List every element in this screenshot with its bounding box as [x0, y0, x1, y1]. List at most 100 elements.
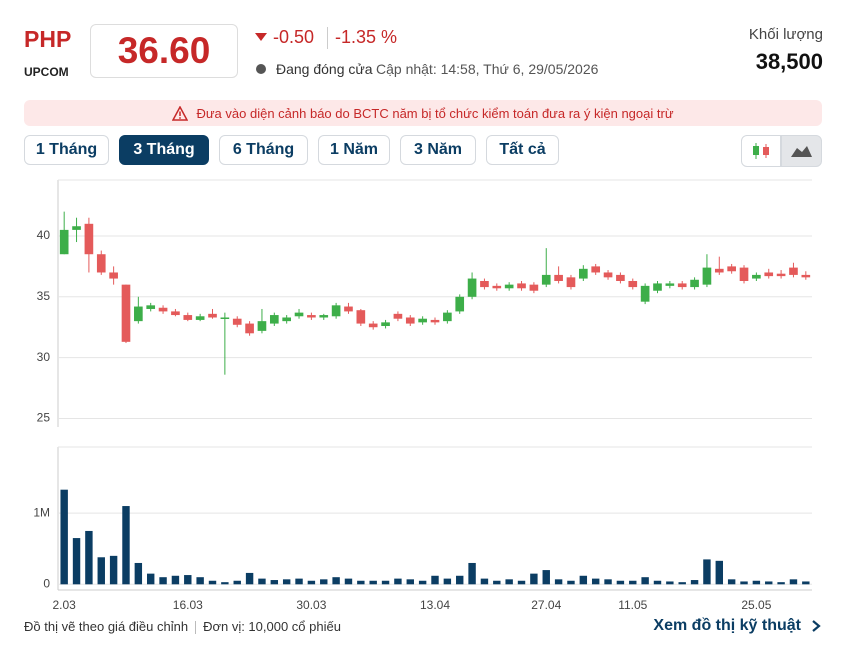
volume-bar [97, 557, 105, 585]
volume-bar [320, 579, 328, 585]
volume-bar [789, 579, 798, 585]
volume-bar [604, 579, 612, 585]
updated: Cập nhật: 14:58, Thứ 6, 29/05/2026 [376, 61, 599, 77]
warning-text: Đưa vào diện cảnh báo do BCTC năm bị tổ … [196, 105, 674, 121]
candle-body [109, 272, 118, 279]
tech-chart-link[interactable]: Xem đồ thị kỹ thuật [653, 617, 823, 635]
candle-body [616, 274, 625, 281]
candle-body [220, 317, 230, 319]
candle-body [566, 277, 576, 288]
chevron [812, 620, 821, 632]
tab[interactable]: 1 Năm [318, 135, 390, 165]
volume-bar [381, 580, 390, 585]
volume: 38,500 [755, 49, 823, 74]
volume-bar [678, 582, 686, 585]
candle-body [257, 321, 267, 331]
volume-bar [270, 580, 279, 585]
volume-bar [307, 580, 316, 585]
volume-bar [159, 577, 167, 585]
change: -0.50 [273, 27, 315, 47]
y2-tick-label: 0 [43, 576, 50, 590]
x-tick-label: 25.05 [741, 598, 771, 612]
candle-body [121, 284, 131, 342]
volume-bar [72, 538, 81, 585]
volume-bar [109, 555, 118, 585]
candle-body [195, 316, 205, 320]
candle-body [480, 280, 489, 288]
candle-body [59, 229, 69, 255]
y2-tick-label: 1M [33, 505, 50, 519]
x-tick-label: 11.05 [618, 598, 647, 612]
volume-bar [752, 580, 761, 585]
link-text[interactable]: Xem đồ thị kỹ thuật [653, 617, 801, 634]
separator [195, 621, 197, 635]
volume-bar [196, 577, 204, 585]
candle-body [393, 313, 403, 319]
volume-bar [765, 581, 773, 585]
volume-bar [245, 572, 254, 585]
volume-bar [221, 582, 229, 585]
x-tick-label: 16.03 [173, 598, 203, 612]
candle-body [714, 268, 724, 273]
candle-body [455, 296, 465, 312]
volume-bar [282, 579, 291, 585]
area-toggle[interactable] [781, 135, 822, 167]
candle-body [381, 322, 390, 327]
candle-body [690, 279, 699, 288]
volume-bar [406, 579, 414, 585]
tab-active[interactable]: 3 Tháng [119, 135, 209, 165]
candle-body [294, 312, 304, 317]
tab[interactable]: 6 Tháng [219, 135, 308, 165]
candle-body [517, 283, 526, 289]
tab[interactable]: Tất cả [486, 135, 559, 165]
tab[interactable]: 1 Tháng [24, 135, 109, 165]
candle-toggle[interactable] [741, 135, 781, 167]
candle-body [801, 274, 811, 278]
volume-bar [591, 578, 600, 585]
candle-body [134, 306, 143, 322]
volume-bar [468, 562, 476, 585]
volume-bar [542, 570, 550, 585]
candle-body [727, 266, 736, 272]
volume-bar [456, 575, 464, 585]
status: Đang đóng cửa [276, 61, 373, 77]
volume-bar [146, 573, 155, 585]
volume-bar [703, 559, 711, 585]
volume-label: Khối lượng [748, 26, 823, 43]
candle-body [245, 323, 254, 334]
area-icon [791, 146, 812, 157]
candle-body [282, 317, 291, 322]
y-tick-label: 40 [37, 228, 51, 242]
down-arrow [255, 33, 267, 41]
separator [327, 27, 328, 49]
candle-body [443, 312, 452, 322]
volume-bar [60, 489, 68, 585]
candle-body [789, 267, 798, 275]
candle-body [554, 274, 563, 281]
volume-bar [517, 580, 526, 585]
candle-body [739, 267, 749, 281]
candle-body [96, 254, 106, 273]
candle-body [405, 317, 415, 324]
candle-body [368, 323, 378, 328]
warning-icon [172, 105, 189, 121]
volume-bar [171, 575, 180, 585]
footer-note: Đồ thị vẽ theo giá điều chỉnh Đơn vị: 10,… [24, 619, 341, 635]
candle-body [158, 307, 168, 312]
candle-body [418, 318, 427, 323]
volume-bar [727, 579, 736, 585]
tab[interactable]: 3 Năm [400, 135, 476, 165]
candle-icon [753, 143, 769, 159]
volume-bar [567, 580, 575, 585]
candle-body [307, 315, 316, 318]
candle-body [529, 284, 539, 291]
volume-bar [134, 562, 143, 585]
volume-bar [493, 580, 501, 585]
candle-body [269, 315, 279, 324]
candle-body [232, 318, 242, 325]
adjusted-note: Đồ thị vẽ theo giá điều chỉnh [24, 619, 189, 634]
volume-bar [443, 578, 452, 585]
volume-bar [332, 577, 340, 585]
candle-body [579, 268, 588, 279]
